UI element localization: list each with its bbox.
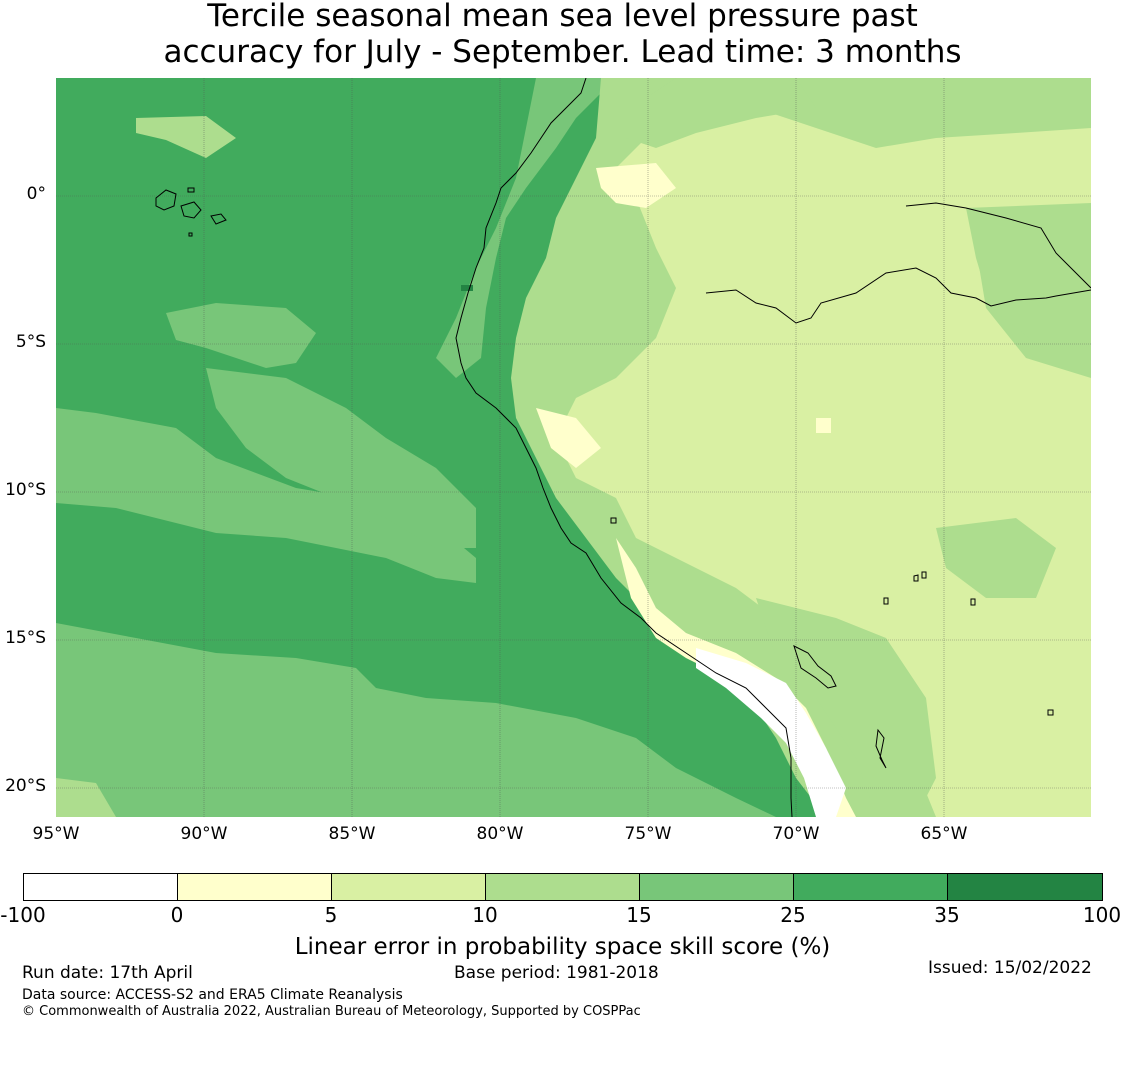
region-land-10-15-east (966, 203, 1091, 348)
lon-label-90w: 90°W (180, 824, 228, 844)
amazon-river (705, 267, 1091, 324)
lon-label-95w: 95°W (32, 824, 80, 844)
region-ocean-10-15-north (136, 116, 236, 158)
lon-label-65w: 65°W (920, 824, 968, 844)
colorbar-label: Linear error in probability space skill … (294, 934, 831, 960)
colorbar-tick: 5 (324, 903, 338, 927)
region-land-5-10 (556, 108, 1091, 817)
colorbar-segment (793, 873, 948, 901)
region-ocean-15-25-plateau (206, 368, 476, 548)
region-ocean-15-25-band-west (56, 408, 476, 583)
small-lakes (610, 517, 1054, 769)
region-land-10-15-south (756, 598, 936, 817)
region-land-0-5-fleck (816, 418, 831, 433)
skill-score-map (56, 78, 1091, 817)
galapagos-islands (155, 187, 227, 237)
lat-label-5s: 5°S (15, 332, 46, 352)
colorbar-segment (177, 873, 332, 901)
colorbar-segment (947, 873, 1103, 901)
lat-label-0: 0° (26, 184, 46, 204)
colorbar-segment (485, 873, 640, 901)
region-ocean-15-25-northeast (436, 78, 616, 378)
colorbar-segment (639, 873, 794, 901)
region-land-0-5-mid (536, 408, 601, 468)
colorbar-segment (331, 873, 486, 901)
region-land-0-5-north (596, 163, 676, 208)
region-ocean-15-25-band-central (166, 303, 316, 368)
colorbar-tick: -100 (0, 903, 46, 927)
lat-label-10s: 10°S (5, 480, 46, 500)
region-land-below-0 (696, 648, 846, 817)
region-land-10-15-southeast (936, 518, 1056, 598)
region-ocean-darkest (461, 285, 473, 291)
colorbar-tick: 100 (1082, 903, 1122, 927)
run-date: Run date: 17th April (22, 963, 193, 983)
colorbar-segment (23, 873, 178, 901)
colorbar-tick: 35 (934, 903, 960, 927)
copyright: © Commonwealth of Australia 2022, Austra… (22, 1004, 641, 1019)
colorbar-tick: 15 (626, 903, 652, 927)
issued-date: Issued: 15/02/2022 (928, 958, 1092, 978)
lon-label-70w: 70°W (772, 824, 820, 844)
coastline (455, 78, 793, 817)
northern-river (905, 202, 1091, 289)
base-period: Base period: 1981-2018 (454, 963, 659, 983)
lon-label-80w: 80°W (476, 824, 524, 844)
colorbar-tick: 10 (472, 903, 498, 927)
colorbar-tick: 0 (170, 903, 184, 927)
map-title-line-2: accuracy for July - September. Lead time… (163, 34, 962, 70)
region-land-10-15-north (626, 78, 816, 148)
lon-label-85w: 85°W (328, 824, 376, 844)
colorbar (23, 873, 1103, 901)
data-source: Data source: ACCESS-S2 and ERA5 Climate … (22, 987, 403, 1003)
colorbar-tick: 25 (780, 903, 806, 927)
lake-titicaca (793, 645, 837, 689)
region-ocean-15-25-south (56, 623, 776, 817)
lat-label-15s: 15°S (5, 628, 46, 648)
gridlines (56, 78, 1091, 817)
lon-label-75w: 75°W (624, 824, 672, 844)
map-title-line-1: Tercile seasonal mean sea level pressure… (207, 0, 918, 34)
lat-label-20s: 20°S (5, 776, 46, 796)
